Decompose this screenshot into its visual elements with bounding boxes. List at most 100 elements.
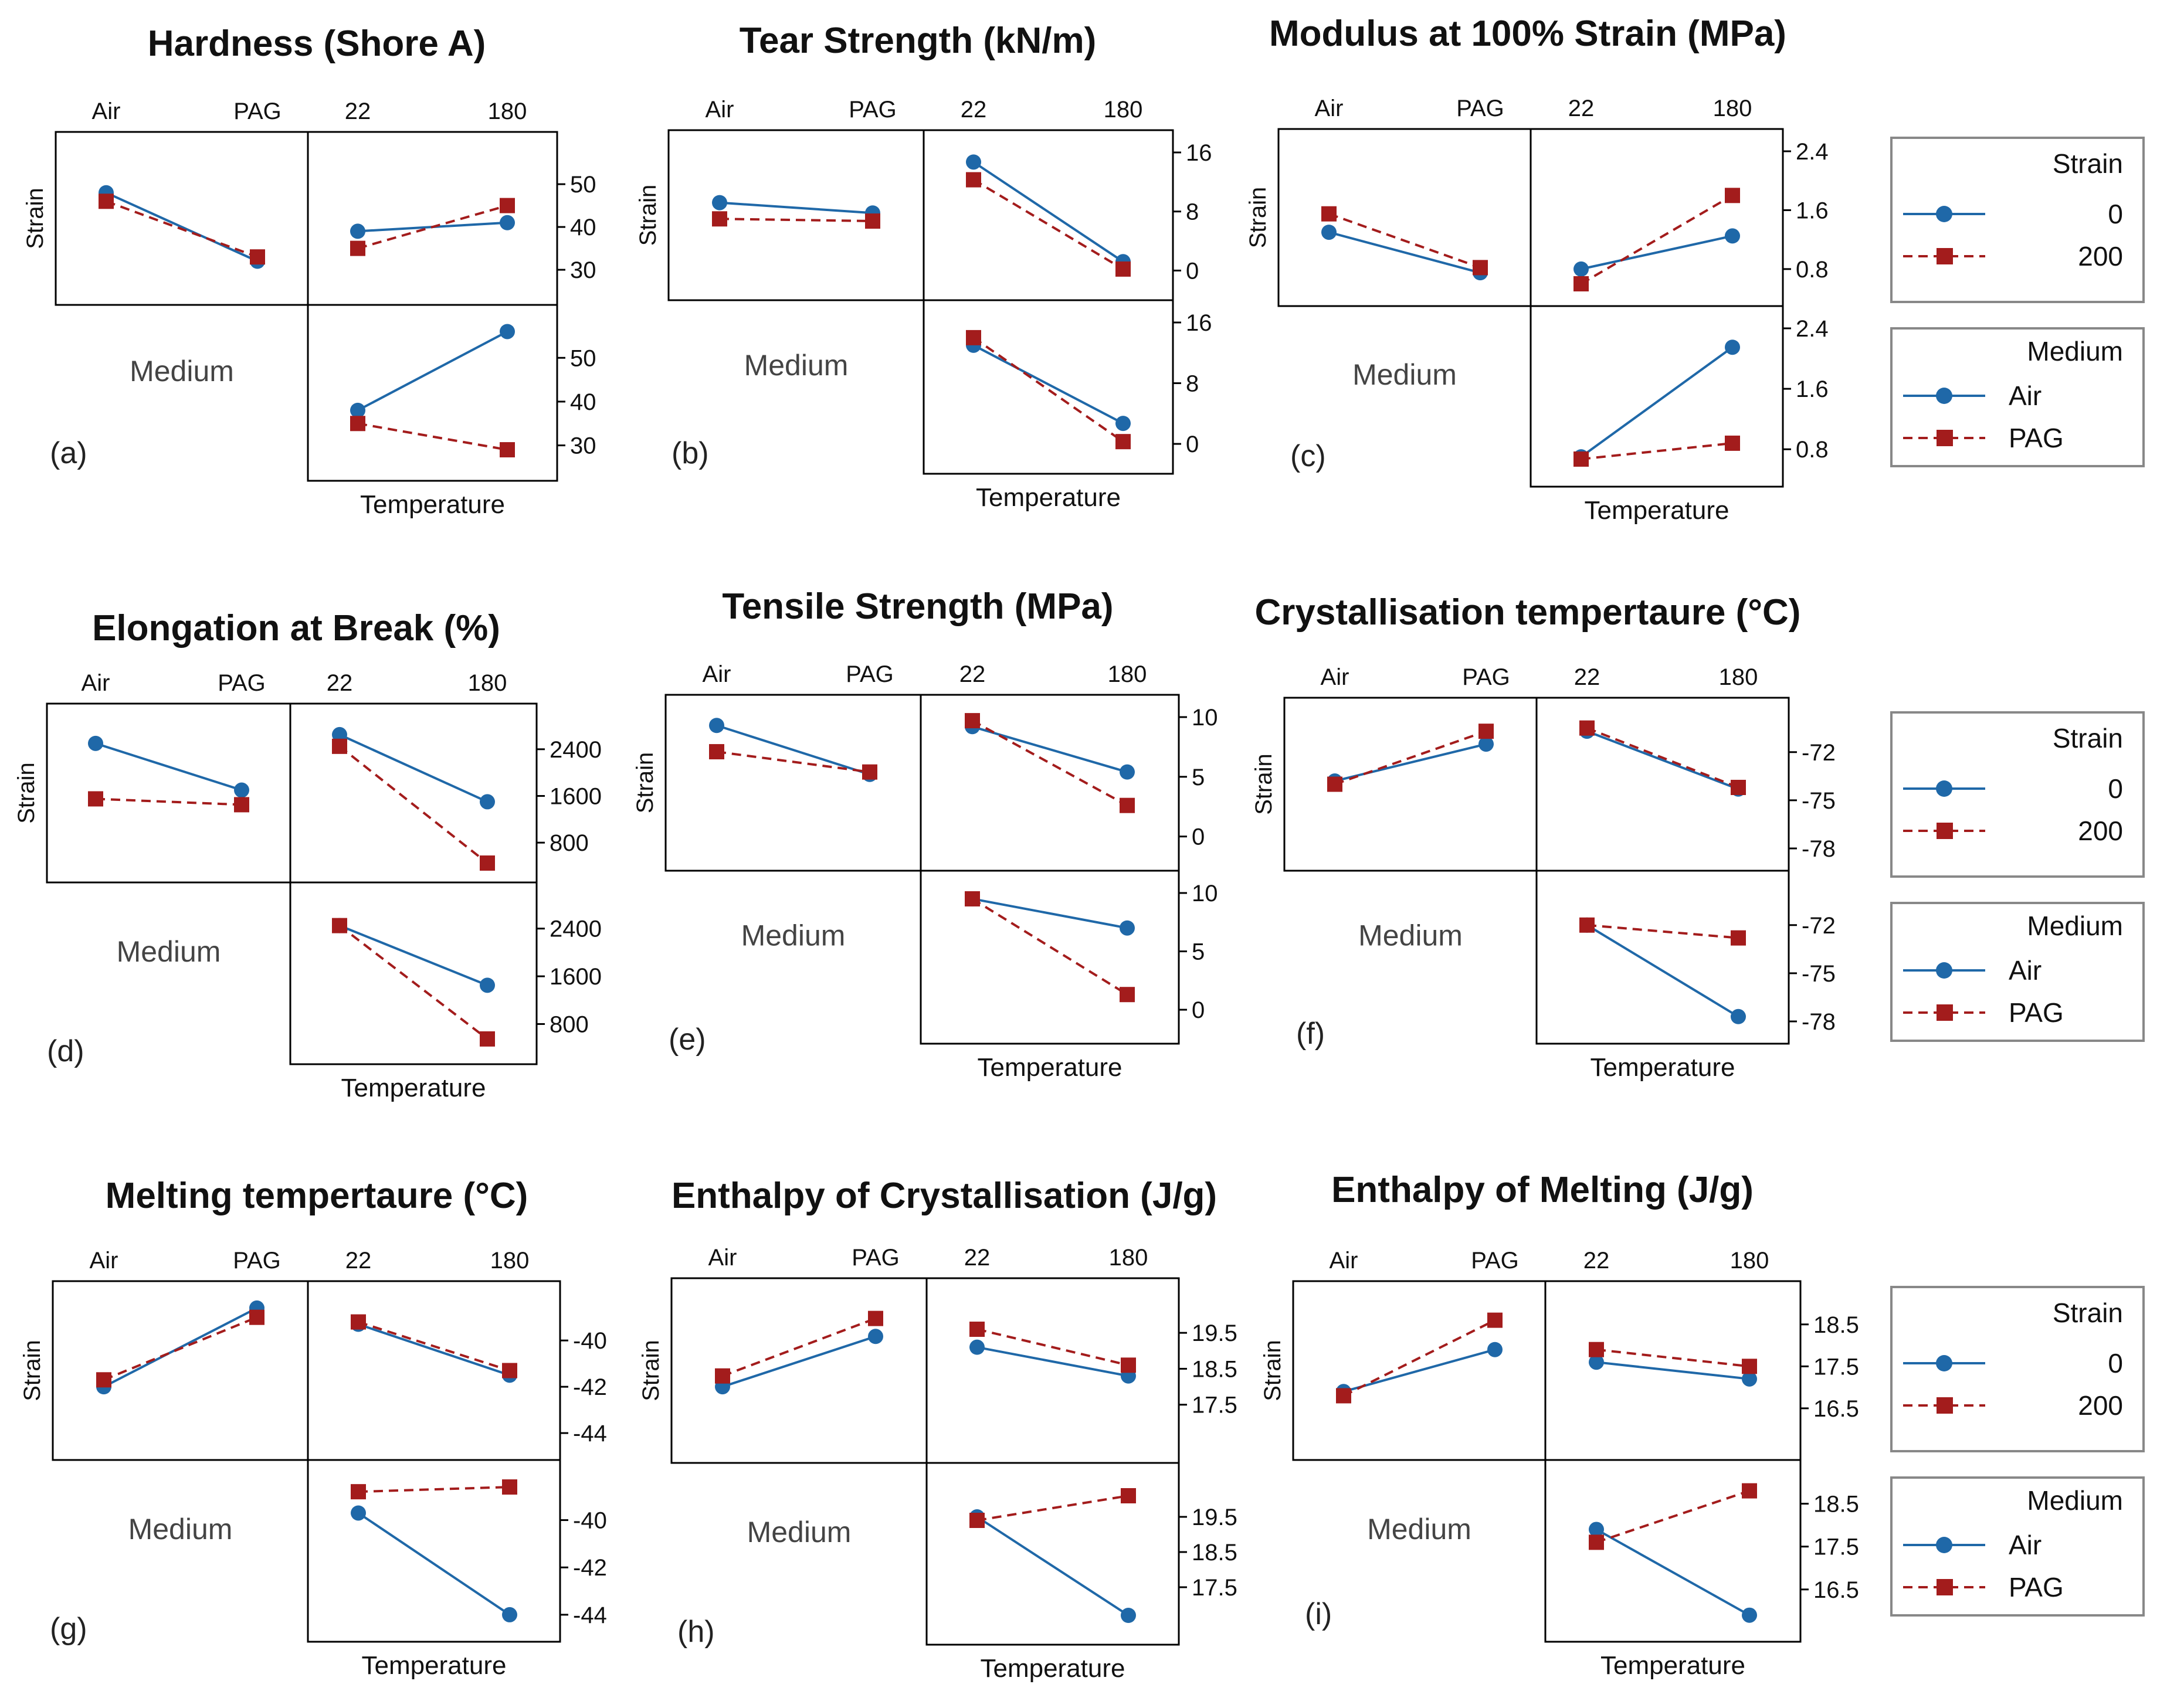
- y-tick-label: 17.5: [1192, 1393, 1237, 1418]
- legend-swatch-marker: [1936, 1537, 1952, 1553]
- y-tick-label: 5: [1192, 765, 1205, 790]
- strain-axis-label: Strain: [1251, 753, 1277, 815]
- marker-medium-pag-by-temperature-1: [502, 1479, 517, 1495]
- temperature-level-label: 22: [1583, 1248, 1610, 1274]
- legend-medium: Medium Air PAG: [1890, 902, 2145, 1042]
- series-line-strain-200-by-temperature: [1596, 1348, 1750, 1368]
- temperature-level-label: 180: [1730, 1248, 1769, 1274]
- legend-entry-label: PAG: [2009, 1572, 2064, 1602]
- temperature-level-label: 180: [490, 1248, 530, 1274]
- subplot-medium-by-temperature: [925, 1462, 1180, 1646]
- legend-entry-label: PAG: [2009, 997, 2064, 1028]
- legend-strain: Strain 0 200: [1890, 1286, 2145, 1452]
- marker-medium-air-by-temperature-1: [1725, 339, 1740, 355]
- y-tick-label: 1600: [550, 783, 602, 809]
- marker-strain-200-by-temperature-0: [965, 713, 980, 729]
- panel-label: (i): [1305, 1597, 1332, 1631]
- series-line-strain-200-by-temperature: [358, 1320, 510, 1372]
- legend-box: [1890, 711, 2145, 878]
- marker-strain-0-by-medium-0: [712, 195, 727, 210]
- legend-entry-label: PAG: [2009, 423, 2064, 453]
- legend-box: [1890, 327, 2145, 467]
- legend-box: [1890, 1476, 2145, 1617]
- y-tick-label: 1600: [550, 964, 602, 990]
- y-tick-label: 0: [1186, 432, 1199, 457]
- y-tick-label: 2400: [550, 737, 602, 763]
- y-tick-label: 17.5: [1813, 1354, 1859, 1380]
- y-tick-label: 50: [570, 345, 596, 371]
- temperature-axis-label: Temperature: [1600, 1651, 1745, 1680]
- medium-level-label: PAG: [1471, 1248, 1519, 1274]
- y-tick-label: 2400: [550, 916, 602, 942]
- y-tick-label: 2.4: [1796, 139, 1829, 165]
- marker-strain-0-by-medium-0: [1321, 225, 1337, 240]
- marker-strain-0-by-temperature-0: [969, 1339, 985, 1355]
- panel-7: Enthalpy of Crystallisation (J/g) Air PAG 2…: [638, 1176, 1237, 1683]
- marker-strain-200-by-temperature-1: [1120, 797, 1135, 813]
- marker-strain-0-by-medium-1: [1478, 736, 1494, 752]
- marker-medium-air-by-temperature-0: [351, 1505, 366, 1521]
- marker-strain-200-by-temperature-0: [351, 1314, 366, 1330]
- medium-axis-label: Medium: [741, 919, 846, 952]
- marker-strain-200-by-medium-1: [250, 249, 265, 265]
- subplot-medium-by-temperature: [307, 304, 558, 482]
- series-line-strain-0-by-medium: [719, 201, 873, 215]
- temperature-level-label: 180: [1109, 1245, 1148, 1271]
- panel-6: Melting tempertaure (°C) Air PAG 22 180 -44 -4…: [19, 1176, 607, 1680]
- subplot-strain-by-medium: [1277, 128, 1532, 307]
- panel-label: (d): [47, 1034, 84, 1068]
- legend-swatch-marker: [1937, 1579, 1953, 1595]
- y-tick-label: 2.4: [1796, 316, 1829, 342]
- panel-2: Modulus at 100% Strain (MPa) Air PAG 22 180 0…: [1245, 13, 1829, 525]
- marker-medium-pag-by-temperature-0: [351, 1484, 366, 1500]
- subplot-strain-by-temperature: [920, 694, 1180, 872]
- subplot-strain-by-medium: [664, 694, 922, 872]
- subplot-strain-by-temperature: [925, 1277, 1180, 1464]
- marker-strain-200-by-medium-1: [862, 764, 877, 780]
- y-tick-label: -78: [1802, 836, 1836, 862]
- marker-strain-200-by-medium-1: [868, 1310, 883, 1326]
- subplot-strain-by-medium: [667, 129, 925, 301]
- legend-swatch-marker: [1937, 248, 1953, 264]
- legend-swatch-marker: [1936, 780, 1952, 797]
- medium-level-label: Air: [1315, 96, 1344, 121]
- y-tick-label: 18.5: [1192, 1540, 1237, 1566]
- subplot-strain-by-medium: [1283, 697, 1538, 872]
- marker-medium-pag-by-temperature-1: [480, 1031, 495, 1047]
- marker-strain-200-by-medium-1: [1487, 1312, 1503, 1328]
- medium-level-label: PAG: [233, 99, 282, 124]
- marker-medium-air-by-temperature-0: [1589, 1522, 1604, 1537]
- marker-strain-0-by-medium-1: [868, 1329, 883, 1344]
- temperature-axis-label: Temperature: [977, 1053, 1122, 1082]
- y-tick-label: -44: [573, 1421, 607, 1446]
- marker-strain-200-by-temperature-0: [966, 172, 981, 188]
- strain-axis-label: Strain: [635, 185, 661, 246]
- marker-strain-0-by-medium-0: [709, 718, 724, 734]
- legend-box: [1890, 1286, 2145, 1452]
- marker-strain-200-by-medium-1: [234, 797, 249, 813]
- medium-axis-label: Medium: [744, 349, 849, 382]
- panel-title: Enthalpy of Melting (J/g): [1331, 1170, 1754, 1210]
- series-line-strain-0-by-temperature: [339, 734, 488, 803]
- marker-medium-pag-by-temperature-1: [1121, 1488, 1136, 1503]
- subplot-medium-by-temperature: [1530, 305, 1784, 488]
- marker-strain-0-by-medium-0: [88, 735, 103, 751]
- medium-level-label: PAG: [218, 670, 266, 696]
- panel-title: Tear Strength (kN/m): [740, 21, 1097, 61]
- marker-strain-200-by-temperature-0: [1573, 276, 1589, 291]
- y-tick-label: 0: [1192, 997, 1205, 1023]
- legend-entry-label: Air: [2009, 955, 2041, 986]
- panel-8: Enthalpy of Melting (J/g) Air PAG 22 180 16.5…: [1260, 1170, 1859, 1680]
- marker-medium-air-by-temperature-1: [500, 324, 515, 339]
- series-line-strain-200-by-temperature: [972, 719, 1128, 807]
- medium-axis-label: Medium: [130, 355, 234, 388]
- temperature-level-label: 22: [345, 1248, 372, 1274]
- temperature-axis-label: Temperature: [361, 1651, 506, 1680]
- subplot-strain-by-temperature: [923, 129, 1174, 301]
- series-line-medium-pag-by-temperature: [1586, 923, 1739, 939]
- medium-level-label: Air: [706, 97, 734, 123]
- series-line-medium-air-by-temperature: [973, 344, 1124, 425]
- medium-level-label: PAG: [846, 661, 894, 687]
- legend-entry-label: 200: [2078, 1390, 2123, 1421]
- marker-medium-pag-by-temperature-1: [1725, 435, 1740, 451]
